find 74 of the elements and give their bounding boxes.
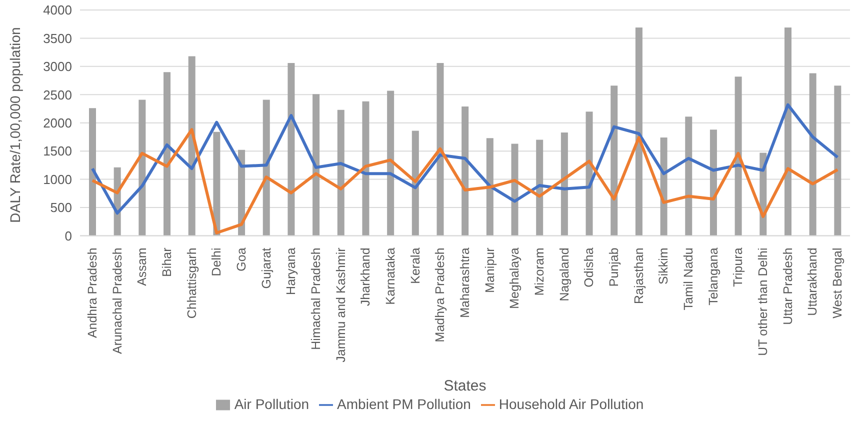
x-tick-label: Jammu and Kashmir [334,248,348,362]
y-tick-label: 1000 [43,172,72,187]
x-tick-label: Odisha [582,248,596,288]
legend-label: Household Air Pollution [498,396,644,412]
y-tick-label: 2000 [43,115,72,130]
x-tick-label: Kerala [408,248,422,284]
x-tick-label: Delhi [210,248,224,276]
bar [138,100,146,236]
x-tick-label: Manipur [482,248,497,293]
legend-label: Ambient PM Pollution [337,396,471,412]
y-tick-label: 3000 [43,59,72,74]
x-tick-label: Punjab [607,248,622,287]
x-tick-label: Madhya Pradesh [433,248,448,342]
bar [213,132,220,236]
x-tick-label: Arunachal Pradesh [110,248,124,354]
y-tick-label: 500 [50,200,72,216]
bar [288,63,295,236]
x-tick-label: Telangana [706,248,720,306]
x-tick-label: Tamil Nadu [682,248,696,310]
bar [89,108,96,236]
y-tick-label: 3500 [43,30,72,46]
x-tick-label: West Bengal [830,248,845,318]
bar [412,130,419,236]
x-tick-label: Assam [135,248,150,286]
x-tick-label: Karnataka [383,248,398,305]
bar [462,106,469,236]
bar [262,100,270,236]
x-tick-label: Uttarakhand [806,248,820,316]
bar [635,27,642,236]
x-tick-label: Rajasthan [632,248,646,304]
bar [312,94,320,236]
x-tick-label: Chhattisgarh [184,248,199,319]
y-tick-label: 2500 [43,87,72,102]
x-tick-label: Bihar [160,248,174,277]
line-series [90,103,840,215]
legend-label: Air Pollution [234,396,310,412]
x-tick-label: Meghalaya [508,248,522,309]
x-tick-label: Nagaland [557,248,572,302]
x-tick-label: Jharkhand [358,248,373,306]
bar [784,27,792,236]
x-tick-label: UT other than Delhi [756,248,770,356]
bar [586,112,593,236]
x-tick-label: Haryana [284,248,298,295]
bar [436,63,444,236]
x-tick-label: Maharashtra [458,248,472,318]
x-tick-label: Uttar Pradesh [780,248,795,325]
bar [734,76,742,236]
x-tick-label: Mizoram [532,248,547,296]
bar [809,73,816,236]
line-series [90,128,840,234]
y-tick-label: 1500 [43,144,72,159]
bar [710,130,717,236]
bar [164,72,171,236]
y-axis-title: DALY Rate/1,00,000 population [6,27,23,223]
bar [610,86,618,236]
bar [486,138,494,236]
bar [362,101,370,236]
bar [560,132,568,236]
x-tick-label: Andhra Pradesh [85,248,100,338]
x-tick-label: Tripura [731,248,746,287]
bar [188,56,196,236]
bar [387,90,394,236]
bar [536,140,544,236]
x-tick-label: Sikkim [656,248,671,285]
x-axis-title: States [444,378,486,395]
bar [834,86,842,236]
y-tick-label: 4000 [43,2,72,18]
bar [337,110,344,236]
x-tick-label: Goa [234,248,248,272]
y-tick-label: 0 [64,228,72,244]
x-tick-label: Gujarat [259,247,274,289]
bar [511,144,518,236]
x-tick-label: Himachal Pradesh [308,248,323,350]
bar [685,116,692,236]
